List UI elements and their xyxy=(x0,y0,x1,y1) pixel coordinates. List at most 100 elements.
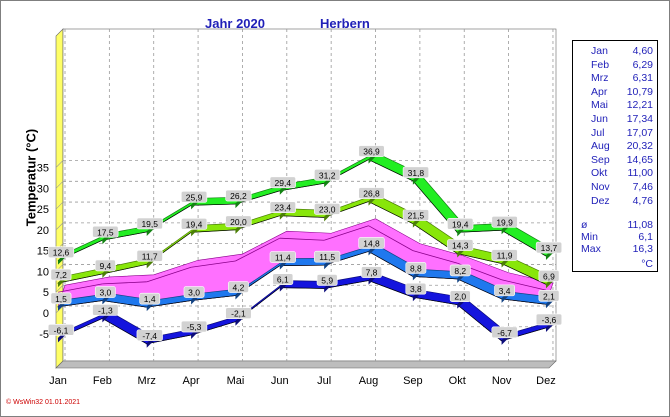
stats-row: Jan 4,60 xyxy=(577,45,653,58)
data-label-box xyxy=(491,249,518,261)
data-label: 2,1 xyxy=(543,291,555,301)
series-edge-mean_min xyxy=(146,334,192,345)
data-label-box xyxy=(491,326,518,339)
stats-month-label: Jul xyxy=(591,126,605,139)
data-label: 6,1 xyxy=(277,275,289,285)
series-edge-mean xyxy=(191,295,236,301)
stats-summary-row: Max 16,3 xyxy=(577,243,653,256)
data-label: 23,4 xyxy=(275,203,292,213)
stats-row: Mrz 6,31 xyxy=(577,72,653,85)
back-wall xyxy=(62,28,557,362)
stats-month-label: Dez xyxy=(591,194,610,207)
data-label: 11,9 xyxy=(497,251,513,261)
data-label: 1,4 xyxy=(144,294,156,304)
data-label: 8,8 xyxy=(410,263,422,273)
stats-row: Jul 17,07 xyxy=(577,127,653,140)
band-edge xyxy=(102,281,147,285)
data-label-box xyxy=(269,201,296,214)
series-edge-abs_max xyxy=(235,190,280,205)
series-edge-mean xyxy=(57,300,103,308)
data-label-box xyxy=(225,189,252,202)
data-label-box xyxy=(136,329,163,342)
data-label-box xyxy=(402,166,429,179)
y-gridline-wall xyxy=(55,222,64,231)
band-edge xyxy=(501,279,547,291)
data-label-box xyxy=(361,266,382,278)
floor xyxy=(55,360,557,369)
stats-month-value: 12,21 xyxy=(626,99,653,112)
data-label: 19,4 xyxy=(452,219,469,229)
data-label: 11,5 xyxy=(319,252,335,262)
data-label-box xyxy=(136,250,163,262)
data-label: -1,3 xyxy=(98,305,113,315)
band-edge xyxy=(146,266,192,283)
data-label-box xyxy=(92,225,119,238)
y-gridline-wall xyxy=(55,201,64,210)
footer-credit: © WsWin32 01.01.2021 xyxy=(6,399,81,406)
y-tick-label: 25 xyxy=(37,204,49,216)
stats-month-value: 7,46 xyxy=(632,181,653,193)
data-label: 36,9 xyxy=(363,147,380,157)
band-edge xyxy=(324,225,369,241)
data-label: 4,2 xyxy=(233,283,245,293)
data-label-box xyxy=(136,217,163,230)
data-label-box xyxy=(50,268,72,281)
series-edge-abs_max xyxy=(457,229,502,233)
series-edge-mean xyxy=(146,300,192,308)
stats-month-label: Nov xyxy=(591,181,610,193)
series-edge-mean_max xyxy=(457,253,502,264)
data-label: 23,0 xyxy=(319,204,336,214)
data-label: -6,7 xyxy=(497,328,512,338)
stats-month-label: Okt xyxy=(591,167,608,180)
series-edge-mean_max xyxy=(279,215,325,218)
stats-month-value: 14,65 xyxy=(626,153,653,166)
data-label: 17,5 xyxy=(97,227,114,237)
stats-summary-value: 6,1 xyxy=(638,231,653,243)
x-tick-label: Jul xyxy=(317,375,331,387)
stats-summary-row: ø 11,08 xyxy=(577,219,653,232)
y-gridline-wall xyxy=(55,181,64,189)
data-label: -5,3 xyxy=(187,322,202,332)
stats-month-value: 20,32 xyxy=(626,140,653,153)
series-edge-mean_max xyxy=(102,264,147,275)
y-tick-label: 5 xyxy=(43,287,49,299)
band-edge xyxy=(368,225,414,251)
data-label-box xyxy=(50,292,72,305)
stats-row: Dez 4,76 xyxy=(577,195,653,208)
series-edge-abs_max xyxy=(191,203,236,206)
y-gridline-wall xyxy=(55,305,64,314)
stats-month-label: Apr xyxy=(591,85,608,98)
data-label: -6,1 xyxy=(54,325,69,335)
series-edge-mean xyxy=(412,276,458,280)
data-label: 19,9 xyxy=(496,217,513,227)
data-label: 19,4 xyxy=(186,219,203,229)
stats-row: Jun 17,34 xyxy=(577,113,653,126)
series-edge-mean_max xyxy=(235,215,280,231)
data-label-box xyxy=(225,215,252,228)
data-label: 6,9 xyxy=(543,271,555,281)
data-label-box xyxy=(314,169,341,181)
data-label-box xyxy=(535,241,563,254)
data-label-box xyxy=(402,209,429,221)
stats-row: Feb 6,29 xyxy=(577,59,653,72)
title-year: Jahr 2020 xyxy=(205,16,265,31)
y-tick-label: 10 xyxy=(37,266,49,278)
stats-summary-value: 11,08 xyxy=(627,219,654,231)
stats-summary-label: Max xyxy=(581,243,601,255)
band-edge xyxy=(279,237,325,241)
series-edge-mean xyxy=(501,298,546,305)
x-tick-label: Jan xyxy=(49,375,67,387)
stats-month-value: 17,07 xyxy=(626,126,653,139)
data-label-box xyxy=(272,273,294,285)
data-label: 14,3 xyxy=(452,241,469,251)
data-label: -2,1 xyxy=(231,309,246,319)
data-label-box xyxy=(314,250,341,263)
stats-row: Aug 20,32 xyxy=(577,140,653,153)
data-label-box xyxy=(183,286,205,298)
data-label: 14,8 xyxy=(363,238,380,248)
y-tick-label: 15 xyxy=(37,246,49,258)
stats-month-label: Mrz xyxy=(591,72,609,85)
x-tick-label: Jun xyxy=(271,375,289,387)
stats-month-label: Jan xyxy=(591,45,608,57)
data-label: 26,2 xyxy=(230,191,247,201)
